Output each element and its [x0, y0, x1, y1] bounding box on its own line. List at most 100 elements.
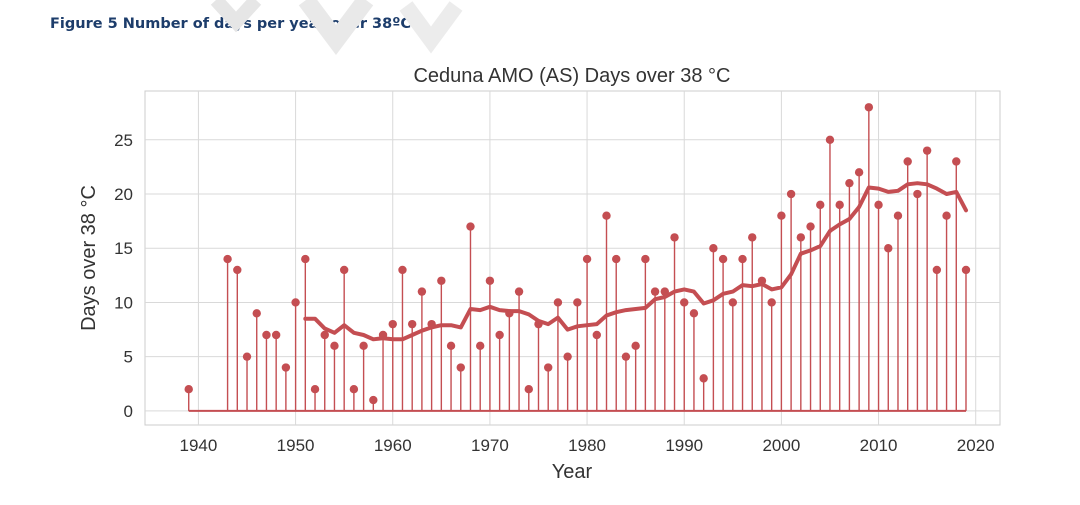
stem-marker	[845, 178, 854, 188]
trend-line-group	[303, 181, 968, 342]
stem-marker	[301, 254, 310, 264]
stem-marker	[816, 200, 825, 210]
x-tick-label: 2020	[957, 436, 995, 455]
stem-marker	[407, 319, 417, 329]
stem-marker	[223, 254, 232, 264]
stem-marker	[786, 189, 796, 199]
stem-marker	[485, 276, 495, 285]
y-tick-label: 20	[114, 185, 133, 204]
stem-marker	[650, 287, 660, 296]
stem-marker	[592, 330, 601, 340]
stem-marker	[660, 287, 670, 296]
y-axis-title: Days over 38 °C	[78, 185, 100, 331]
stem-marker	[553, 298, 563, 307]
stem-marker	[884, 244, 893, 253]
stem-marker	[952, 157, 961, 166]
stem-marker	[514, 287, 524, 296]
stem-marker	[369, 395, 378, 405]
stem-marker	[534, 319, 543, 329]
stem-marker	[271, 330, 281, 340]
stem-marker	[582, 254, 592, 264]
y-tick-label: 0	[124, 402, 133, 421]
stem-marker	[796, 233, 806, 242]
stem-marker	[757, 276, 767, 285]
stem-marker	[602, 211, 611, 220]
stem-marker	[524, 385, 533, 394]
stem-marker	[825, 135, 835, 144]
stem-marker	[748, 233, 757, 242]
stem-marker	[777, 211, 786, 220]
stem-marker	[242, 352, 252, 361]
stem-marker	[961, 265, 971, 275]
stem-marker	[544, 363, 553, 372]
stem-marker	[922, 146, 932, 155]
stem-marker	[475, 341, 485, 351]
stem-marker	[767, 298, 776, 307]
stem-marker	[612, 254, 621, 264]
stem-marker	[913, 189, 922, 199]
stem-marker	[388, 319, 397, 329]
y-tick-label: 15	[114, 239, 133, 258]
stem-marker	[330, 341, 339, 351]
x-tick-labels: 1940 1950 1960 1970 1980 1990 2000 2010 2020	[180, 436, 995, 455]
x-tick-label: 1950	[277, 436, 315, 455]
x-tick-label: 1970	[471, 436, 509, 455]
stem-marker	[563, 352, 572, 361]
stem-marker	[854, 168, 864, 177]
stem-marker	[621, 352, 631, 361]
stem-marker	[641, 254, 650, 264]
stem-marker	[466, 222, 475, 231]
stem-marker	[631, 341, 640, 351]
stem-marker	[446, 341, 456, 351]
x-axis-title: Year	[552, 461, 593, 483]
stem-marker	[417, 287, 427, 296]
y-tick-label: 5	[124, 348, 133, 367]
stem-marker	[291, 298, 300, 307]
x-tick-label: 2010	[860, 436, 898, 455]
stem-marker	[709, 244, 718, 253]
stem-marker	[505, 309, 514, 318]
watermark-chevrons	[210, 0, 463, 55]
x-tick-label: 1980	[568, 436, 606, 455]
stem-marker	[427, 319, 436, 329]
stem-marker	[932, 265, 942, 275]
stem-marker	[349, 385, 359, 394]
stem-marker	[670, 233, 679, 242]
stem-marker	[262, 330, 271, 340]
stem-markers	[184, 103, 971, 405]
stem-marker	[320, 330, 329, 340]
x-tick-label: 2000	[762, 436, 800, 455]
x-tick-label: 1940	[180, 436, 218, 455]
stem-marker	[281, 363, 291, 372]
chart-title: Ceduna AMO (AS) Days over 38 °C	[413, 65, 730, 87]
stem-marker	[398, 265, 407, 275]
x-tick-label: 1960	[374, 436, 412, 455]
stem-marker	[184, 385, 193, 394]
trend-line	[303, 181, 968, 342]
stem-marker	[728, 298, 738, 307]
stem-marker	[874, 200, 883, 210]
stem-marker	[718, 254, 728, 264]
stem-marker	[699, 374, 708, 383]
y-tick-labels: 0 5 10 15 20 25	[114, 131, 133, 421]
stem-marker	[437, 276, 446, 285]
stem-marker	[689, 309, 699, 318]
stem-marker	[495, 330, 504, 340]
stem-marker	[233, 265, 242, 275]
stem-marker	[942, 211, 951, 220]
x-tick-label: 1990	[665, 436, 703, 455]
stem-marker	[893, 211, 903, 220]
stem-marker	[864, 103, 874, 112]
stem-marker	[573, 298, 582, 307]
plot-area	[144, 90, 1001, 426]
stem-marker	[806, 222, 815, 231]
stem-marker	[835, 200, 844, 210]
y-tick-label: 25	[114, 131, 133, 150]
stem-marker	[310, 385, 320, 394]
stem-marker	[252, 309, 261, 318]
stem-marker	[738, 254, 747, 264]
stems	[188, 107, 967, 412]
stem-marker	[456, 363, 465, 372]
stem-marker	[378, 330, 388, 340]
